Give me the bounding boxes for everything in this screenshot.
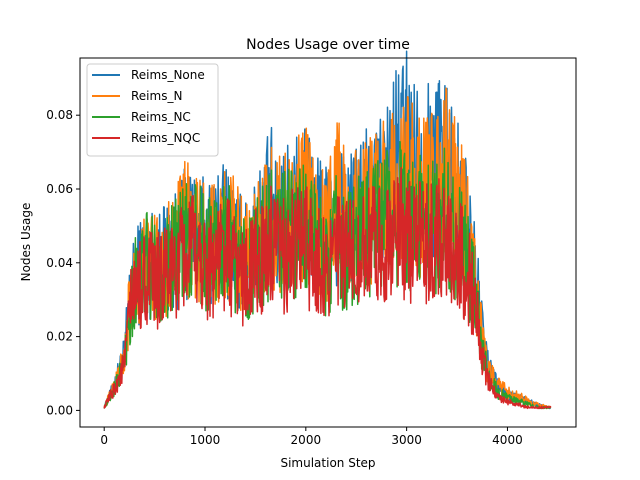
x-axis-ticks: 0 1000 2000 3000 4000 [100,427,523,447]
plot-frame [79,57,577,428]
x-tick-label: 3000 [391,433,422,447]
legend-entry-label: Reims_None [131,68,205,82]
legend-frame [86,63,219,157]
y-tick-label: 0.02 [46,330,73,344]
series-line-reims-nqc [103,166,552,410]
x-tick-label: 4000 [492,433,523,447]
chart-title: Nodes Usage over time [246,37,410,53]
y-axis-ticks: 0.00 0.02 0.04 0.06 0.08 [46,108,80,417]
x-tick-label: 0 [100,433,108,447]
x-tick-label: 2000 [291,433,322,447]
x-tick-label: 1000 [190,433,221,447]
legend-entry-label: Reims_NC [131,110,191,124]
y-axis-label: Nodes Usage [19,203,33,282]
plot-area: 0 1000 2000 3000 4000 0.00 0.02 0.04 0.06 0.08 [46,50,577,447]
y-tick-label: 0.06 [46,182,73,196]
series-layer [103,50,552,410]
y-tick-label: 0.08 [46,108,73,122]
legend: Reims_None Reims_N Reims_NC Reims_NQC [86,63,219,157]
legend-entry-label: Reims_N [131,89,182,103]
y-tick-label: 0.00 [46,403,73,417]
x-axis-label: Simulation Step [280,456,375,470]
y-tick-label: 0.04 [46,256,73,270]
legend-entry-label: Reims_NQC [131,131,200,145]
